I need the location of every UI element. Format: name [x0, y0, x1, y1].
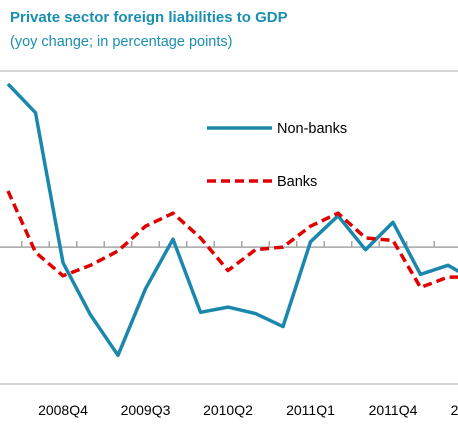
x-axis-labels: 2008Q4 2009Q3 2010Q2 2011Q1 2011Q4 2012Q3 — [38, 402, 458, 418]
x-tick-label: 2011Q1 — [286, 402, 335, 418]
legend: Non-banks Banks — [207, 121, 347, 190]
x-tick-label: 2011Q4 — [369, 402, 418, 418]
legend-label-non-banks: Non-banks — [277, 121, 347, 137]
chart-title: Private sector foreign liabilities to GD… — [10, 9, 288, 26]
legend-label-banks: Banks — [277, 174, 317, 190]
series-line-banks — [6, 190, 458, 290]
x-tick-label: 2009Q3 — [121, 402, 171, 418]
chart-subtitle: (yoy change; in percentage points) — [10, 34, 233, 50]
x-axis-ticks — [21, 241, 435, 248]
series-layer — [6, 82, 458, 358]
series-line-non-banks — [6, 82, 458, 358]
x-tick-label: 2008Q4 — [38, 402, 88, 418]
x-tick-label: 2010Q2 — [203, 402, 253, 418]
x-tick-label: 2012Q3 — [451, 402, 458, 418]
